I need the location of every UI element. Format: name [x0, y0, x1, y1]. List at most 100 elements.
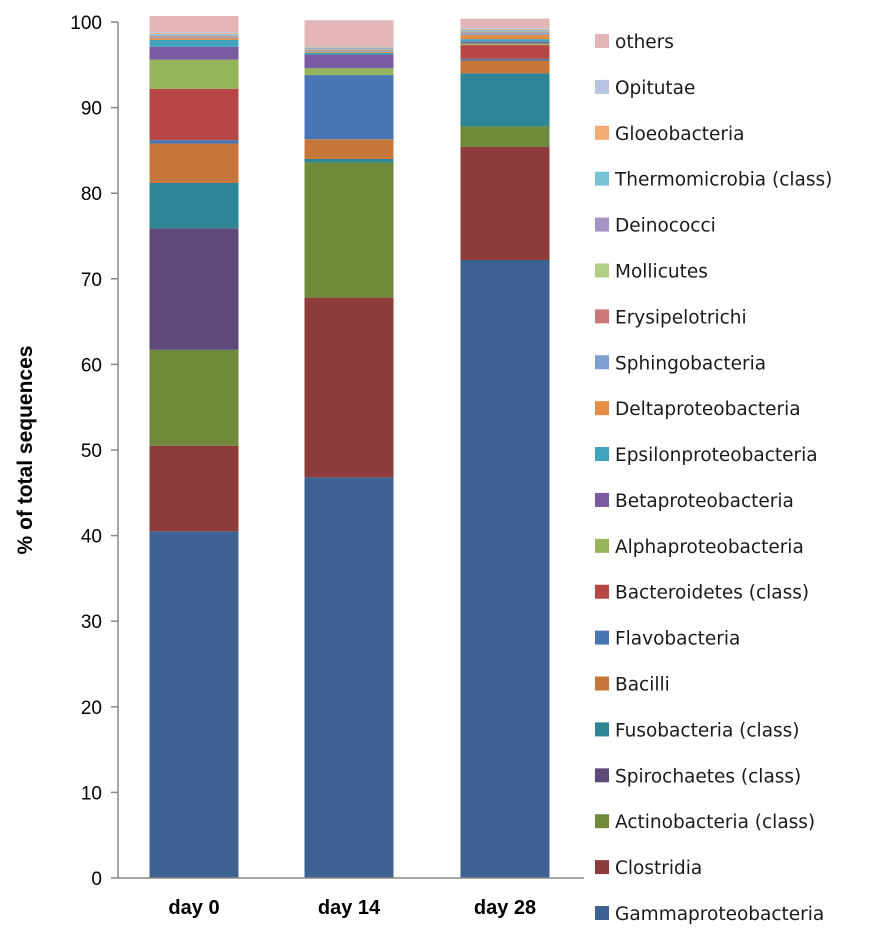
bar-segment	[460, 27, 550, 29]
bar-segment	[149, 35, 239, 37]
bar-segment	[304, 51, 394, 53]
legend-swatch	[595, 34, 609, 48]
bar-segment	[460, 43, 550, 46]
legend-swatch	[595, 860, 609, 875]
bar-segment	[460, 30, 550, 32]
bar-segment	[149, 33, 239, 34]
legend-swatch	[595, 630, 609, 645]
bar-segment	[460, 34, 550, 40]
x-tick-label: day 14	[318, 897, 381, 919]
bar-segment	[304, 158, 394, 163]
bar-segment	[460, 73, 550, 127]
y-tick-label: 60	[81, 355, 102, 376]
bar-segment	[149, 36, 239, 38]
bar-segment	[149, 140, 239, 144]
bar-segment	[460, 58, 550, 61]
legend-swatch	[595, 125, 609, 140]
legend-swatch	[595, 584, 609, 599]
legend-swatch	[595, 171, 609, 186]
legend-swatch	[595, 768, 609, 783]
legend-label: Bacilli	[615, 675, 670, 696]
bar-segment	[460, 60, 550, 74]
bar-segment	[149, 33, 239, 35]
bar-segment	[304, 47, 394, 49]
bar-segment	[304, 20, 394, 46]
bar-segment	[149, 34, 239, 36]
bar-segment	[149, 46, 239, 60]
legend-label: Deltaproteobacteria	[615, 399, 801, 420]
legend-label: Erysipelotrichi	[615, 307, 747, 328]
legend-label: Opitutae	[615, 78, 695, 99]
bar-segment	[460, 31, 550, 33]
bar-segment	[304, 51, 394, 52]
y-axis-label: % of total sequences	[14, 346, 37, 555]
bar-segment	[149, 32, 239, 34]
bars-layer	[149, 16, 550, 878]
bar-segment	[304, 45, 394, 47]
y-tick-label: 80	[81, 184, 102, 205]
x-tick-label: day 28	[474, 897, 536, 919]
legend-label: Actinobacteria (class)	[615, 812, 815, 833]
bar-segment	[149, 228, 239, 350]
legend-label: Sphingobacteria	[615, 353, 766, 374]
bar-segment	[149, 39, 239, 47]
legend: others Opitutae Gloeobacteria Thermomicrobi…	[595, 32, 832, 925]
legend-label: Bacteroidetes (class)	[615, 583, 809, 604]
legend-label: Fusobacteria (class)	[615, 720, 800, 741]
bar-segment	[304, 477, 394, 878]
bar-segment	[149, 59, 239, 89]
legend-label: Clostridia	[615, 858, 702, 879]
y-tick-label: 70	[81, 270, 102, 291]
bar-segment	[460, 126, 550, 147]
legend-swatch	[595, 355, 609, 370]
legend-label: others	[615, 32, 674, 53]
bar-segment	[460, 32, 550, 34]
y-tick-label: 30	[81, 612, 102, 633]
bar-segment	[460, 45, 550, 59]
legend-label: Epsilonproteobacteria	[615, 445, 818, 466]
y-tick-labels: 0 10 20 30 40 50 60 70 80 90 100	[70, 13, 118, 890]
legend-label: Alphaproteobacteria	[615, 537, 804, 558]
legend-label: Gammaproteobacteria	[615, 904, 824, 925]
y-tick-label: 0	[91, 869, 102, 890]
bar-segment	[304, 46, 394, 48]
bar-segment	[460, 28, 550, 30]
bar-segment	[304, 49, 394, 51]
y-tick-label: 40	[81, 527, 102, 548]
legend-label: Gloeobacteria	[615, 124, 744, 145]
bar-segment	[304, 68, 394, 76]
legend-swatch	[595, 814, 609, 829]
y-tick-label: 10	[81, 783, 102, 804]
bar-segment	[304, 75, 394, 140]
bar-segment	[460, 39, 550, 42]
legend-label: Mollicutes	[615, 261, 708, 282]
legend-swatch	[595, 492, 609, 507]
legend-label: Spirochaetes (class)	[615, 766, 801, 787]
legend-swatch	[595, 722, 609, 737]
bar-segment	[460, 33, 550, 35]
bar-segment	[149, 38, 239, 40]
bar-segment	[304, 139, 394, 159]
y-tick-label: 90	[81, 99, 102, 120]
bar-segment	[304, 48, 394, 50]
bar-segment	[149, 349, 239, 446]
legend-label: Flavobacteria	[615, 629, 740, 650]
x-tick-labels: day 0 day 14 day 28	[168, 897, 536, 919]
bar-segment	[149, 531, 239, 878]
bar-segment	[149, 37, 239, 39]
legend-label: Betaproteobacteria	[615, 491, 794, 512]
y-tick-label: 100	[70, 13, 102, 34]
bar-segment	[304, 54, 394, 69]
legend-swatch	[595, 79, 609, 94]
legend-swatch	[595, 447, 609, 462]
bar-segment	[149, 143, 239, 183]
legend-swatch	[595, 676, 609, 691]
legend-label: Deinococci	[615, 216, 716, 237]
x-tick-label: day 0	[168, 897, 219, 919]
bar-segment	[304, 52, 394, 55]
bar-segment	[304, 162, 394, 298]
y-tick-label: 20	[81, 698, 102, 719]
legend-swatch	[595, 906, 609, 920]
bar-segment	[149, 445, 239, 532]
